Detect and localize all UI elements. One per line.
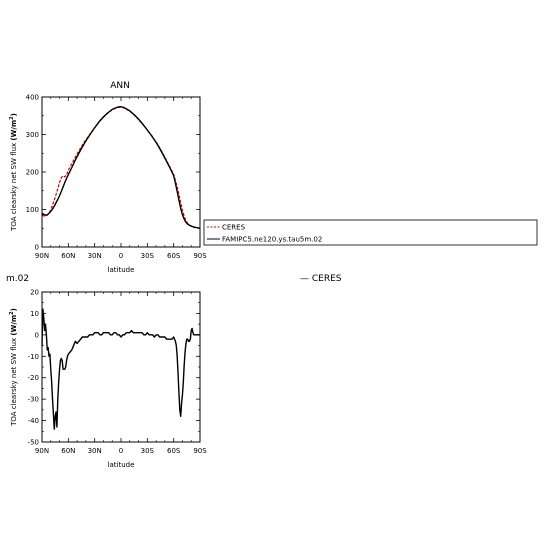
bottom-y-tick-label: -30 [28, 396, 39, 404]
bottom-chart-title: m.02 [6, 274, 29, 284]
bottom-x-ticks: 90N 60N 30N 0 30S 60S 90S [35, 292, 207, 455]
bottom-x-tick-label: 90S [193, 447, 207, 455]
bottom-y-axis-label-close: ) [10, 308, 18, 311]
top-y-axis-label-sup: 2 [9, 116, 15, 120]
top-x-tick-label: 60S [167, 252, 181, 260]
top-x-tick-label: 0 [119, 252, 123, 260]
top-x-ticks: 90N 60N 30N 0 30S 60S 90S [35, 97, 207, 260]
top-y-axis-label: TOA clearsky net SW flux (W/m2) [9, 113, 18, 232]
bottom-x-axis-label: latitude [108, 461, 135, 469]
bottom-plot-area [41, 308, 200, 430]
top-series-line-0 [41, 106, 200, 229]
bottom-y-tick-label: -20 [28, 374, 39, 382]
top-series-line-1 [41, 106, 201, 229]
bottom-x-tick-label: 60S [167, 447, 181, 455]
bottom-legend-text: — CERES [300, 274, 342, 284]
top-plot-frame [41, 96, 201, 248]
top-x-axis-label: latitude [108, 266, 135, 274]
top-y-axis-label-unit: (W/m [10, 120, 18, 141]
bottom-x-tick-label: 0 [119, 447, 123, 455]
legend-box [203, 219, 538, 246]
top-y-tick-label: 200 [26, 169, 39, 177]
legend-label-model: FAMIPC5.ne120.ys.tau5m.02 [222, 236, 322, 244]
top-plot-area [41, 106, 201, 229]
bottom-y-axis-label: TOA clearsky net SW flux (W/m2) [9, 308, 18, 427]
bottom-y-tick-label: 20 [30, 289, 39, 297]
bottom-y-ticks: 20 10 0 -10 -20 -30 -40 -50 [28, 289, 200, 447]
bottom-y-tick-label: 0 [35, 331, 39, 339]
bottom-y-tick-label: -50 [28, 439, 39, 447]
bottom-y-axis-label-main: TOA clearsky net SW flux [10, 336, 18, 427]
top-y-tick-label: 0 [35, 244, 39, 252]
bottom-plot: m.02 — CERES 90N 60N 30N 0 30S 60S 90S 20 10 0 -1… [6, 274, 342, 469]
bottom-x-tick-label: 60N [61, 447, 75, 455]
top-x-tick-label: 30N [88, 252, 102, 260]
legend: CERES FAMIPC5.ne120.ys.tau5m.02 [203, 219, 538, 246]
legend-label-ceres: CERES [222, 224, 246, 232]
bottom-x-tick-label: 30N [88, 447, 102, 455]
top-y-tick-label: 300 [26, 131, 39, 139]
bottom-y-tick-label: 10 [30, 310, 39, 318]
bottom-y-tick-label: -10 [28, 353, 39, 361]
top-y-axis-label-close: ) [10, 113, 18, 116]
top-x-tick-label: 90N [35, 252, 49, 260]
top-x-tick-label: 90S [193, 252, 207, 260]
bottom-y-axis-label-unit: (W/m [10, 315, 18, 336]
bottom-x-tick-label: 30S [141, 447, 155, 455]
bottom-x-tick-label: 90N [35, 447, 49, 455]
top-y-tick-label: 400 [26, 94, 39, 102]
top-y-ticks: 0 100 200 300 400 [26, 94, 200, 252]
bottom-y-tick-label: -40 [28, 417, 39, 425]
top-x-tick-label: 30S [141, 252, 155, 260]
top-x-tick-label: 60N [61, 252, 75, 260]
top-y-tick-label: 100 [26, 206, 39, 214]
top-y-axis-label-main: TOA clearsky net SW flux [10, 141, 18, 232]
top-plot: ANN 90N 60N 30N 0 30S 60S 90S 0 100 200 300 400 la… [9, 81, 207, 274]
bottom-y-axis-label-sup: 2 [9, 311, 15, 315]
top-chart-title: ANN [110, 81, 130, 91]
bottom-series-line-0 [41, 308, 200, 430]
